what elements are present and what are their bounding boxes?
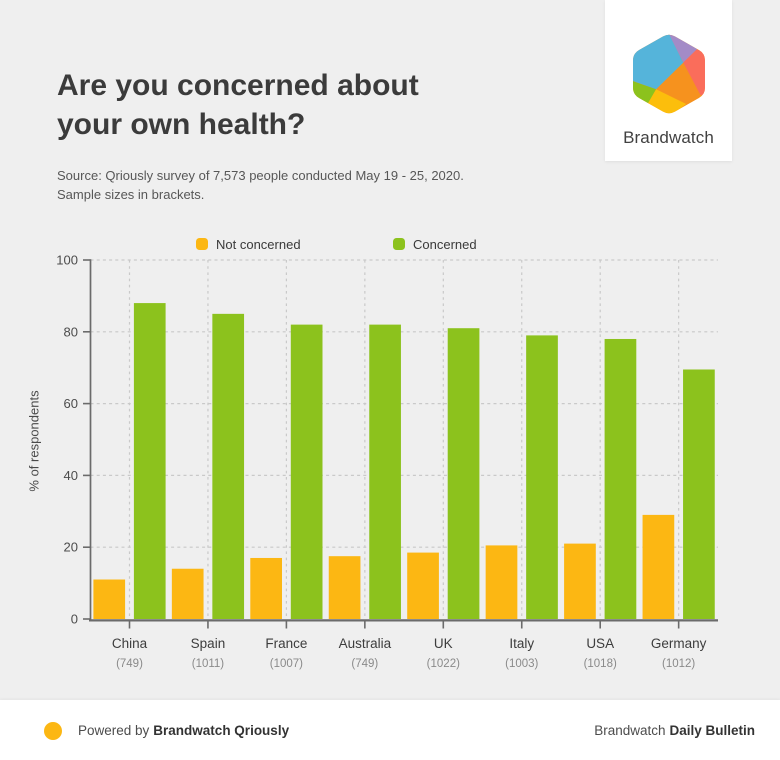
legend-label-concerned: Concerned [413,236,477,252]
bar-not-concerned-Italy [485,545,518,619]
page-title-line2: your own health? [57,108,306,141]
powered-by-brand: Brandwatch Qriously [153,722,290,738]
legend-label-not-concerned: Not concerned [216,236,301,252]
bar-not-concerned-Spain [171,568,204,619]
category-label-Australia: Australia [339,636,392,651]
powered-by-prefix: Powered by [78,722,150,738]
bar-concerned-Spain [212,313,245,619]
legend-swatch-not-concerned-icon [196,238,208,250]
legend-item-not-concerned: Not concerned [196,236,301,252]
brandwatch-logo-text: Brandwatch [623,128,714,147]
bar-not-concerned-USA [564,543,596,619]
bar-not-concerned-France [250,557,282,619]
bar-not-concerned-Australia [328,556,361,619]
sample-size-Germany: (1012) [662,658,695,670]
source-note: Source: Qriously survey of 7,573 people … [57,167,464,204]
logo-facet-red [682,49,705,96]
sample-size-France: (1007) [270,658,303,670]
brandwatch-logo-card: Brandwatch [605,0,732,161]
bar-concerned-France [290,324,323,619]
bar-concerned-USA [604,338,637,619]
bulletin-prefix: Brandwatch [594,722,666,738]
ytick-label-40: 40 [64,468,78,483]
sample-size-UK: (1022) [427,658,460,670]
bar-not-concerned-UK [407,552,439,619]
source-note-line1: Source: Qriously survey of 7,573 people … [57,168,464,183]
ytick-label-100: 100 [56,253,78,268]
sample-size-Italy: (1003) [505,658,538,670]
bar-concerned-Australia [369,324,401,619]
bar-chart: 0 20 40 60 80 100 China (749) Spain (1011) France (… [56,253,718,670]
logo-facet-yellow [647,89,686,114]
bar-concerned-Italy [526,335,558,619]
sample-size-China: (749) [116,658,143,670]
brandwatch-hexagon-icon [632,34,705,114]
category-label-Italy: Italy [509,636,534,651]
logo-facet-purple [667,34,697,63]
bar-not-concerned-China [93,579,126,619]
page-title: Are you concerned about your own health? [57,66,419,144]
category-label-Spain: Spain [191,636,226,651]
bar-concerned-China [133,303,166,619]
category-label-Germany: Germany [651,636,707,651]
footer-bar: Powered by Brandwatch Qriously Brandwatch… [0,700,780,760]
powered-by-text: Powered by Brandwatch Qriously [78,700,289,760]
category-label-China: China [112,636,148,651]
legend-item-concerned: Concerned [393,236,477,252]
chart-legend: Not concerned Concerned [0,236,780,252]
category-label-UK: UK [434,636,453,651]
ytick-label-0: 0 [71,612,78,627]
ytick-label-60: 60 [64,396,78,411]
daily-bulletin-text: Brandwatch Daily Bulletin [594,700,755,760]
sample-size-Spain: (1011) [192,658,225,670]
bar-concerned-Germany [683,369,715,619]
ytick-label-80: 80 [64,324,78,339]
sample-size-Australia: (749) [351,658,378,670]
category-label-France: France [265,636,307,651]
bar-concerned-UK [447,328,480,619]
bulletin-bold: Daily Bulletin [669,722,755,738]
source-note-line2: Sample sizes in brackets. [57,186,205,202]
sample-size-USA: (1018) [584,658,617,670]
category-label-USA: USA [586,636,614,651]
ytick-label-20: 20 [64,540,78,555]
qriously-dot-icon [44,722,62,740]
bar-not-concerned-Germany [642,514,675,619]
page-title-line1: Are you concerned about [57,69,419,102]
legend-swatch-concerned-icon [393,238,405,250]
